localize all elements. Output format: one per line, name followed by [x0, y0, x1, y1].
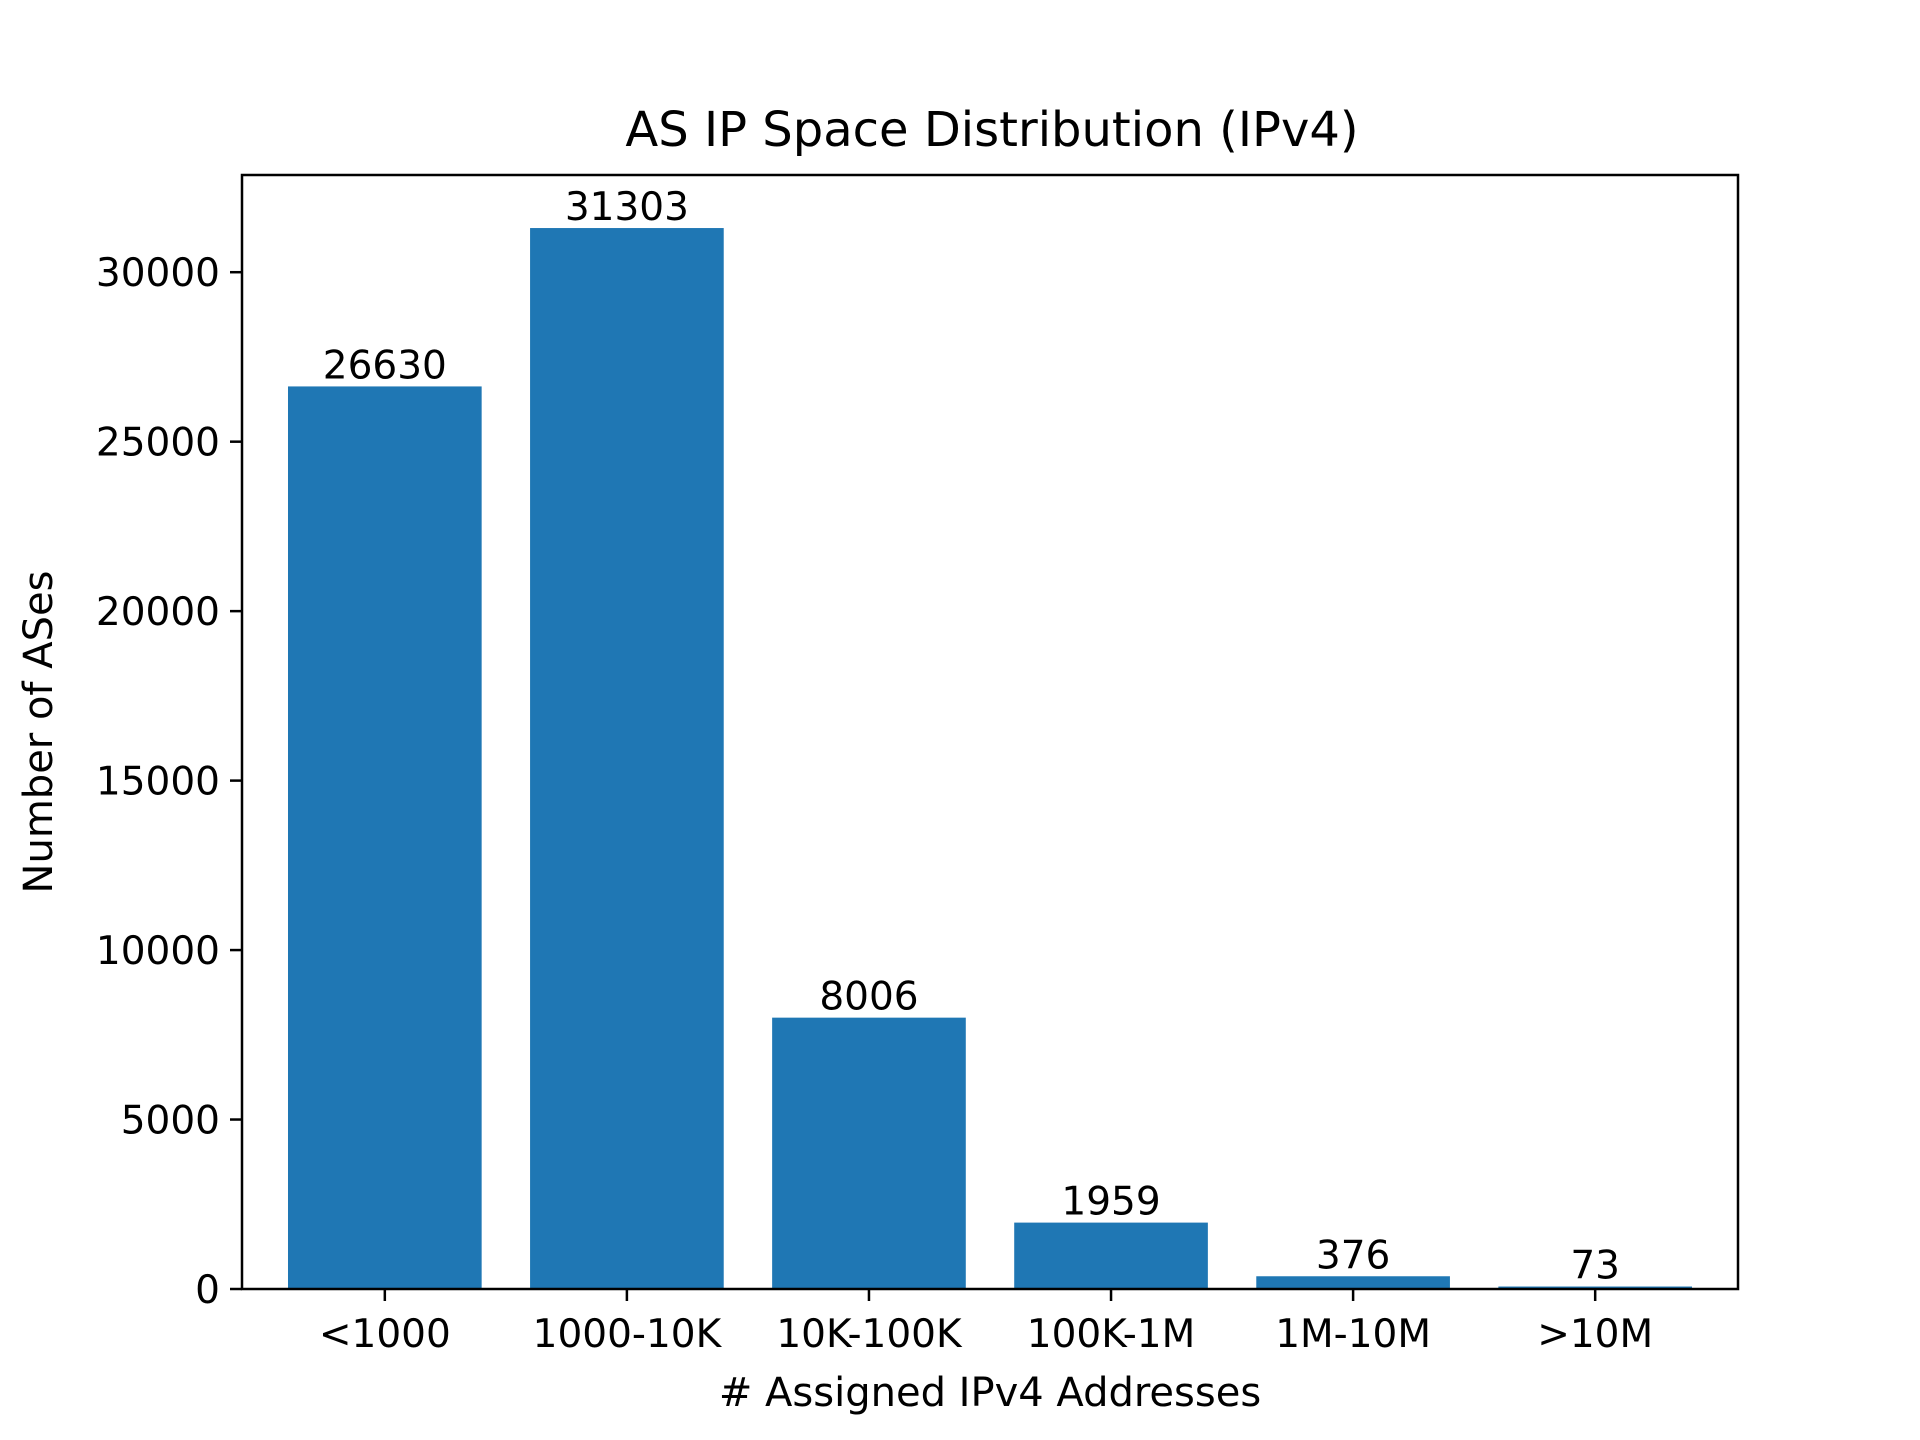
- x-axis: <1000 1000-10K 10K-100K 100K-1M 1M-10M >10M: [319, 1289, 1653, 1357]
- y-tick-label-1: 5000: [121, 1099, 220, 1144]
- data-label-1: 31303: [565, 185, 689, 230]
- bar-0: [287, 386, 482, 1290]
- y-tick-label-0: 0: [195, 1268, 220, 1313]
- data-label-2: 8006: [819, 975, 918, 1020]
- x-tick-label-5: >10M: [1537, 1312, 1653, 1357]
- bar-3: [1014, 1222, 1208, 1289]
- y-axis: 0 5000 10000 15000 20000 25000 30000: [96, 251, 242, 1313]
- y-tick-label-3: 15000: [96, 760, 220, 805]
- bar-4: [1256, 1276, 1450, 1289]
- data-label-5: 73: [1570, 1244, 1620, 1289]
- x-tick-label-2: 10K-100K: [776, 1312, 963, 1357]
- y-tick-label-4: 20000: [96, 590, 220, 635]
- chart-title: AS IP Space Distribution (IPv4): [625, 102, 1358, 158]
- plot-frame: [240, 173, 1740, 1291]
- x-tick-label-1: 1000-10K: [533, 1312, 723, 1357]
- data-label-3: 1959: [1061, 1180, 1160, 1225]
- bar-1: [530, 228, 724, 1290]
- bars-layer: [287, 228, 1693, 1290]
- data-labels-layer: 26630 31303 8006 1959 376 73: [323, 185, 1620, 1288]
- x-tick-label-0: <1000: [319, 1312, 451, 1357]
- x-tick-label-3: 100K-1M: [1027, 1312, 1195, 1357]
- data-label-0: 26630: [323, 343, 447, 388]
- x-axis-label: # Assigned IPv4 Addresses: [719, 1370, 1261, 1416]
- y-tick-label-5: 25000: [96, 421, 220, 466]
- bar-2: [772, 1017, 966, 1289]
- data-label-4: 376: [1316, 1233, 1390, 1278]
- y-axis-label: Number of ASes: [16, 571, 62, 894]
- x-tick-label-4: 1M-10M: [1275, 1312, 1431, 1357]
- y-tick-label-6: 30000: [96, 251, 220, 296]
- y-tick-label-2: 10000: [96, 929, 220, 974]
